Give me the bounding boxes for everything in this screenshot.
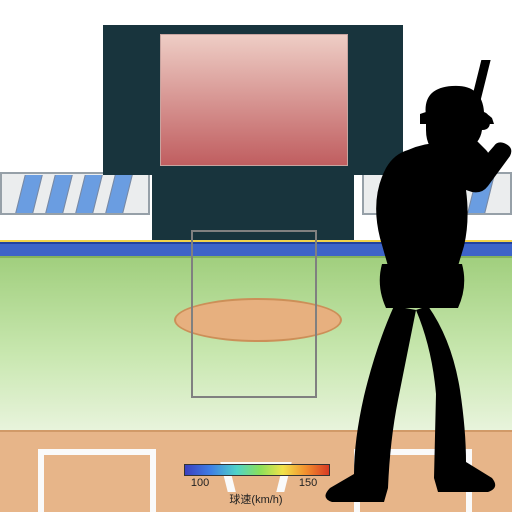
speed-ticks: 100 150 — [184, 477, 330, 491]
batter-silhouette — [308, 60, 512, 512]
speed-colorbar — [184, 464, 330, 476]
tick-100: 100 — [191, 477, 209, 489]
speed-label: 球速(km/h) — [0, 491, 512, 507]
tick-150: 150 — [299, 477, 317, 489]
pitch-view-figure: 100 150 球速(km/h) — [0, 0, 512, 512]
strike-zone — [191, 230, 317, 398]
